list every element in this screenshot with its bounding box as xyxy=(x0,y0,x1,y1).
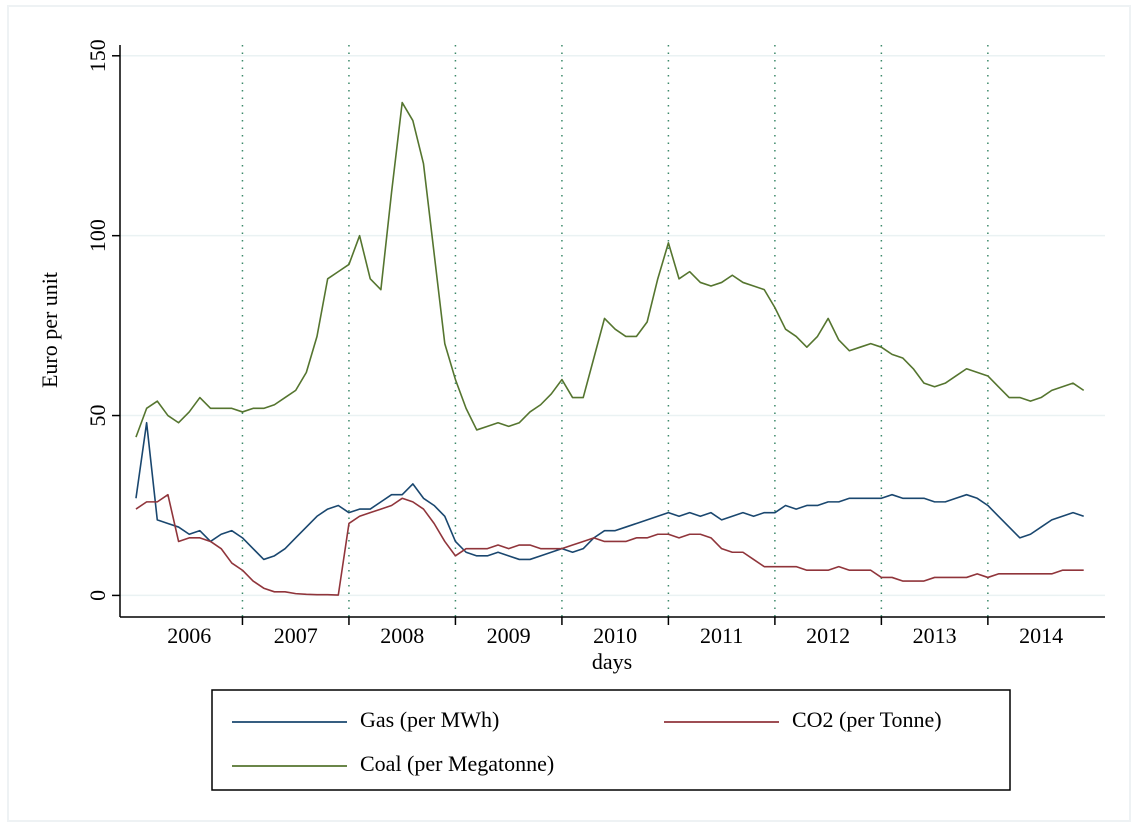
x-tick-label: 2011 xyxy=(700,623,743,648)
y-tick-label: 50 xyxy=(85,405,110,427)
x-tick-label: 2013 xyxy=(913,623,957,648)
series-line xyxy=(135,101,1085,438)
series-line xyxy=(135,493,1084,596)
series-line xyxy=(135,421,1084,561)
frame xyxy=(7,5,1131,822)
x-axis-title: days xyxy=(592,649,632,674)
x-tick-label: 2009 xyxy=(487,623,531,648)
x-tick-label: 2012 xyxy=(806,623,850,648)
legend-box xyxy=(211,689,1011,791)
legend-label: Coal (per Megatonne) xyxy=(360,751,554,776)
y-tick-label: 100 xyxy=(85,219,110,252)
legend-label: CO2 (per Tonne) xyxy=(792,707,942,732)
x-tick-label: 2008 xyxy=(380,623,424,648)
x-tick-label: 2007 xyxy=(274,623,318,648)
legend-label: Gas (per MWh) xyxy=(360,707,499,732)
y-axis-title: Euro per unit xyxy=(37,272,62,388)
y-tick-label: 0 xyxy=(85,590,110,601)
x-tick-label: 2006 xyxy=(167,623,211,648)
x-tick-label: 2014 xyxy=(1019,623,1063,648)
y-tick-label: 150 xyxy=(85,39,110,72)
x-tick-label: 2010 xyxy=(593,623,637,648)
